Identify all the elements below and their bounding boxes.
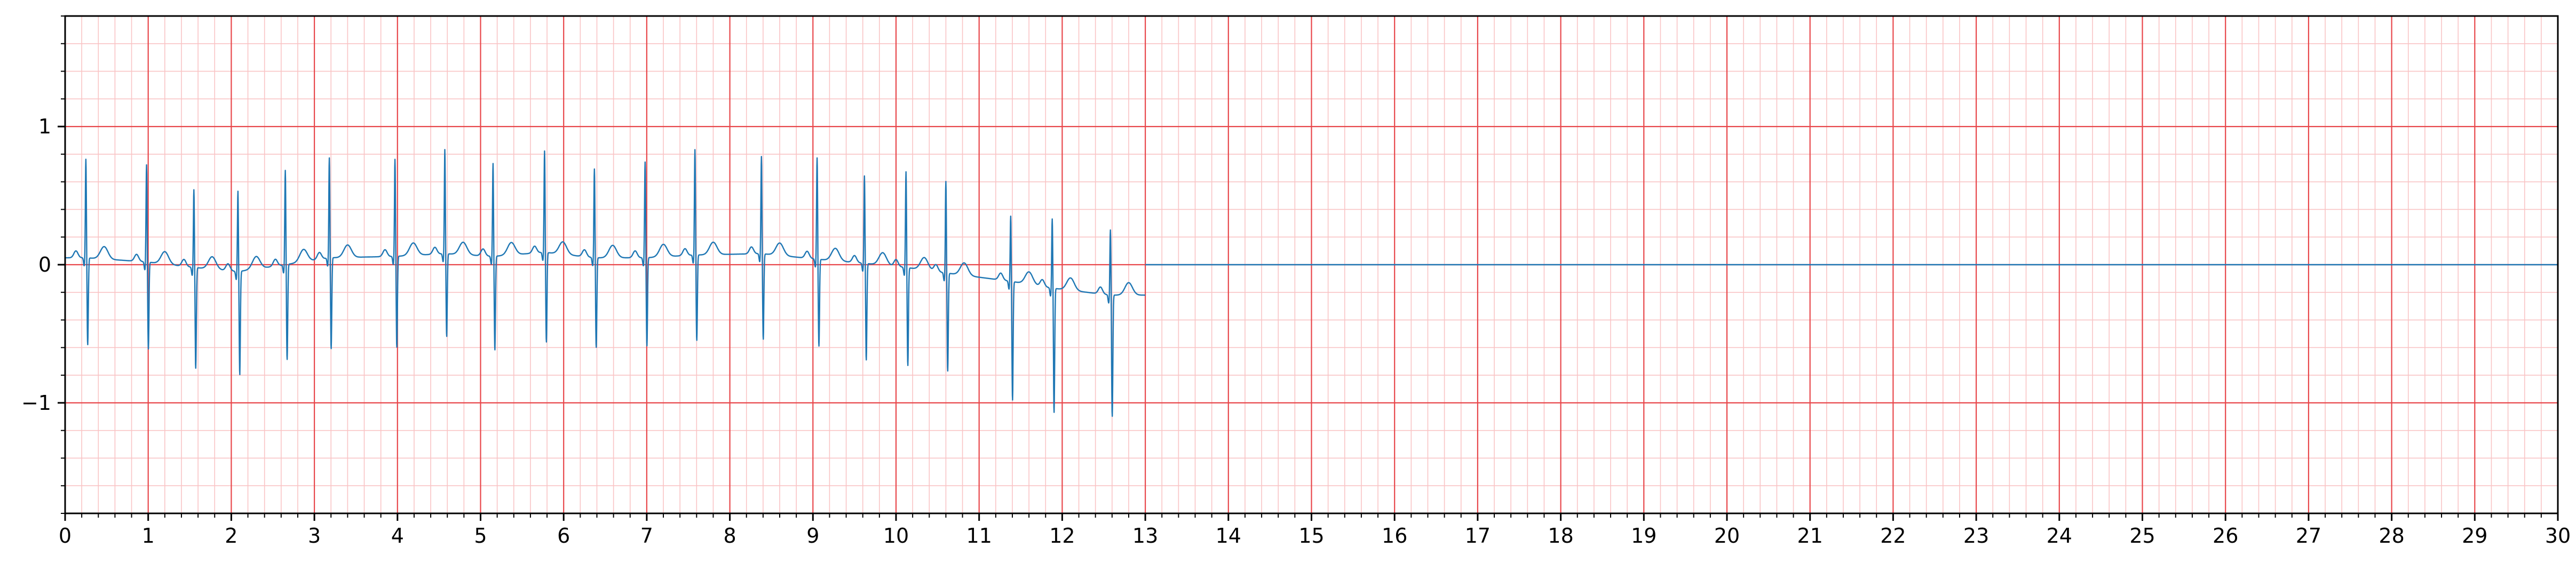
x-tick-label: 4 [391,524,404,548]
x-tick-label: 28 [2379,524,2404,548]
x-tick-label: 18 [1548,524,1573,548]
x-tick-label: 9 [806,524,819,548]
x-tick-label: 1 [142,524,155,548]
y-tick-label: 0 [38,253,51,276]
x-tick-label: 8 [724,524,736,548]
y-tick-label: −1 [21,391,51,415]
x-tick-label: 23 [1963,524,1989,548]
x-tick-label: 27 [2296,524,2321,548]
x-tick-label: 10 [883,524,909,548]
x-tick-label: 15 [1298,524,1324,548]
x-tick-label: 7 [640,524,653,548]
x-tick-label: 2 [225,524,237,548]
x-tick-label: 14 [1216,524,1241,548]
x-tick-label: 13 [1132,524,1158,548]
x-tick-label: 26 [2213,524,2238,548]
x-tick-label: 5 [474,524,487,548]
x-tick-label: 25 [2129,524,2155,548]
x-tick-label: 17 [1465,524,1491,548]
y-tick-label: 1 [38,115,51,138]
x-tick-label: 16 [1382,524,1407,548]
x-tick-label: 30 [2545,524,2571,548]
x-tick-label: 12 [1049,524,1075,548]
x-tick-label: 21 [1797,524,1823,548]
x-tick-label: 0 [59,524,72,548]
x-tick-label: 3 [308,524,321,548]
x-tick-label: 20 [1714,524,1740,548]
x-tick-label: 29 [2462,524,2487,548]
x-tick-label: 24 [2047,524,2072,548]
x-tick-label: 6 [557,524,570,548]
x-tick-label: 11 [966,524,992,548]
x-tick-label: 19 [1631,524,1656,548]
x-tick-label: 22 [1880,524,1906,548]
